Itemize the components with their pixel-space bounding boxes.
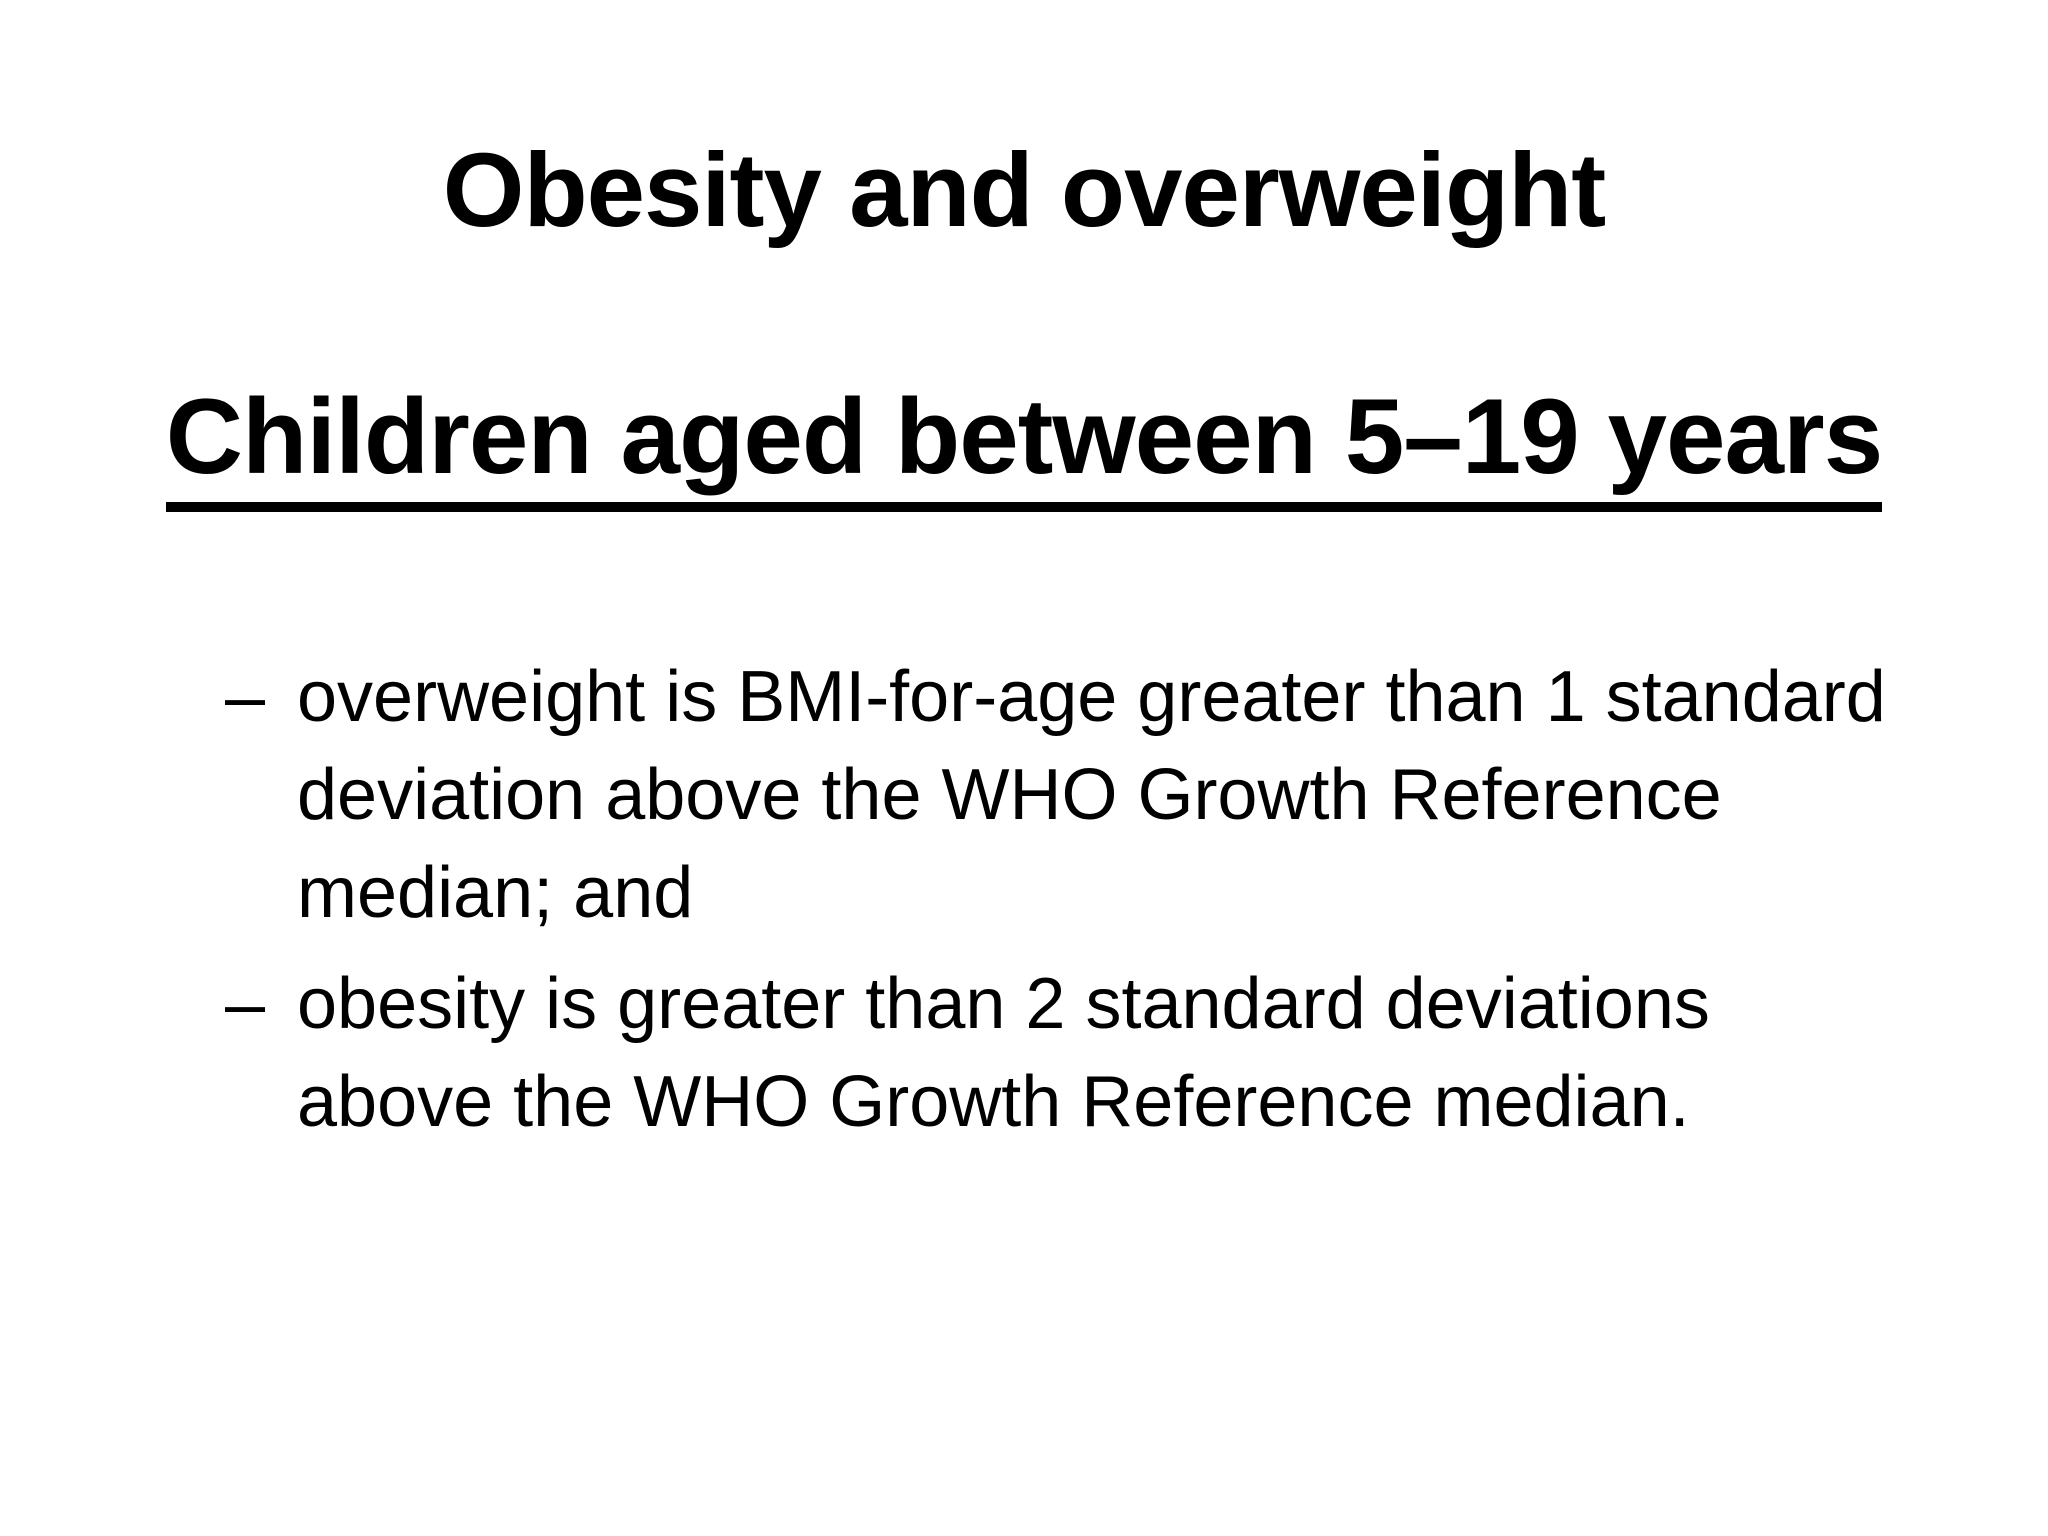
bullet-list: – overweight is BMI-for-age greater than…: [225, 648, 1935, 1151]
bullet-text-overweight: overweight is BMI-for-age greater than 1…: [297, 657, 1886, 933]
bullet-item-obesity: – obesity is greater than 2 standard dev…: [225, 955, 1935, 1151]
bullet-text-obesity: obesity is greater than 2 standard devia…: [297, 964, 1710, 1142]
dash-bullet-icon: –: [225, 964, 266, 1044]
slide-subtitle-text: Children aged between 5–19 years: [165, 372, 1883, 513]
bullet-item-overweight: – overweight is BMI-for-age greater than…: [225, 648, 1935, 942]
slide-subtitle: Children aged between 5–19 years: [0, 372, 2048, 513]
slide-title: Obesity and overweight: [442, 132, 1606, 249]
dash-bullet-icon: –: [225, 657, 266, 737]
